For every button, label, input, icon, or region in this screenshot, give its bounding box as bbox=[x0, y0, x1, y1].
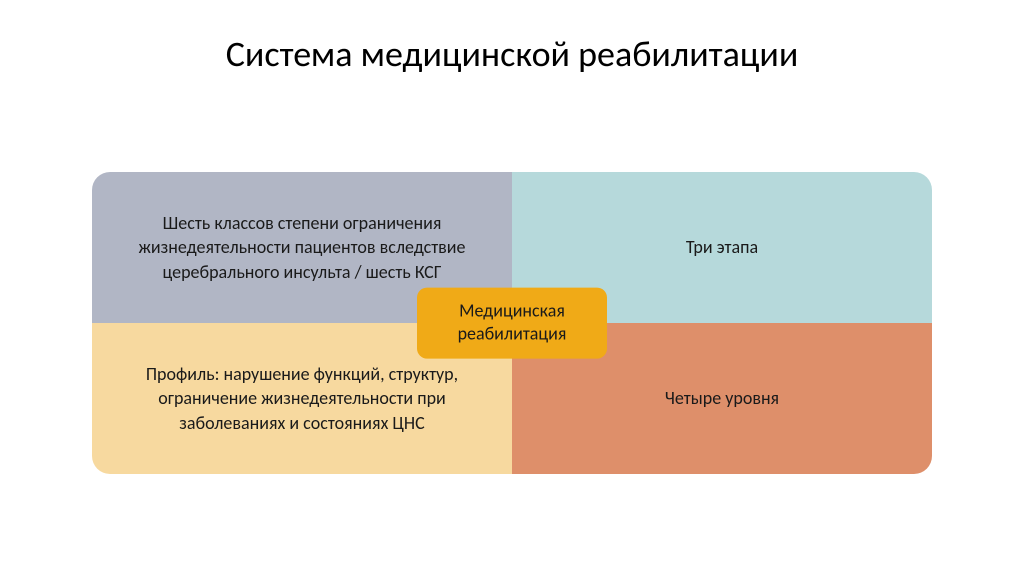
page-title: Система медицинской реабилитации bbox=[0, 0, 1024, 76]
quadrant-bottom-right-text: Четыре уровня bbox=[665, 386, 779, 410]
quadrant-top-right-text: Три этапа bbox=[686, 235, 758, 259]
quadrant-diagram: Шесть классов степени ограничения жизнед… bbox=[92, 172, 932, 474]
quadrant-bottom-left-text: Профиль: нарушение функций, структур, ог… bbox=[120, 362, 484, 435]
center-label-line2: реабилитация bbox=[447, 323, 577, 346]
quadrant-top-left-text: Шесть классов степени ограничения жизнед… bbox=[120, 211, 484, 284]
center-label-line1: Медицинская bbox=[447, 300, 577, 323]
center-label: Медицинская реабилитация bbox=[417, 288, 607, 359]
